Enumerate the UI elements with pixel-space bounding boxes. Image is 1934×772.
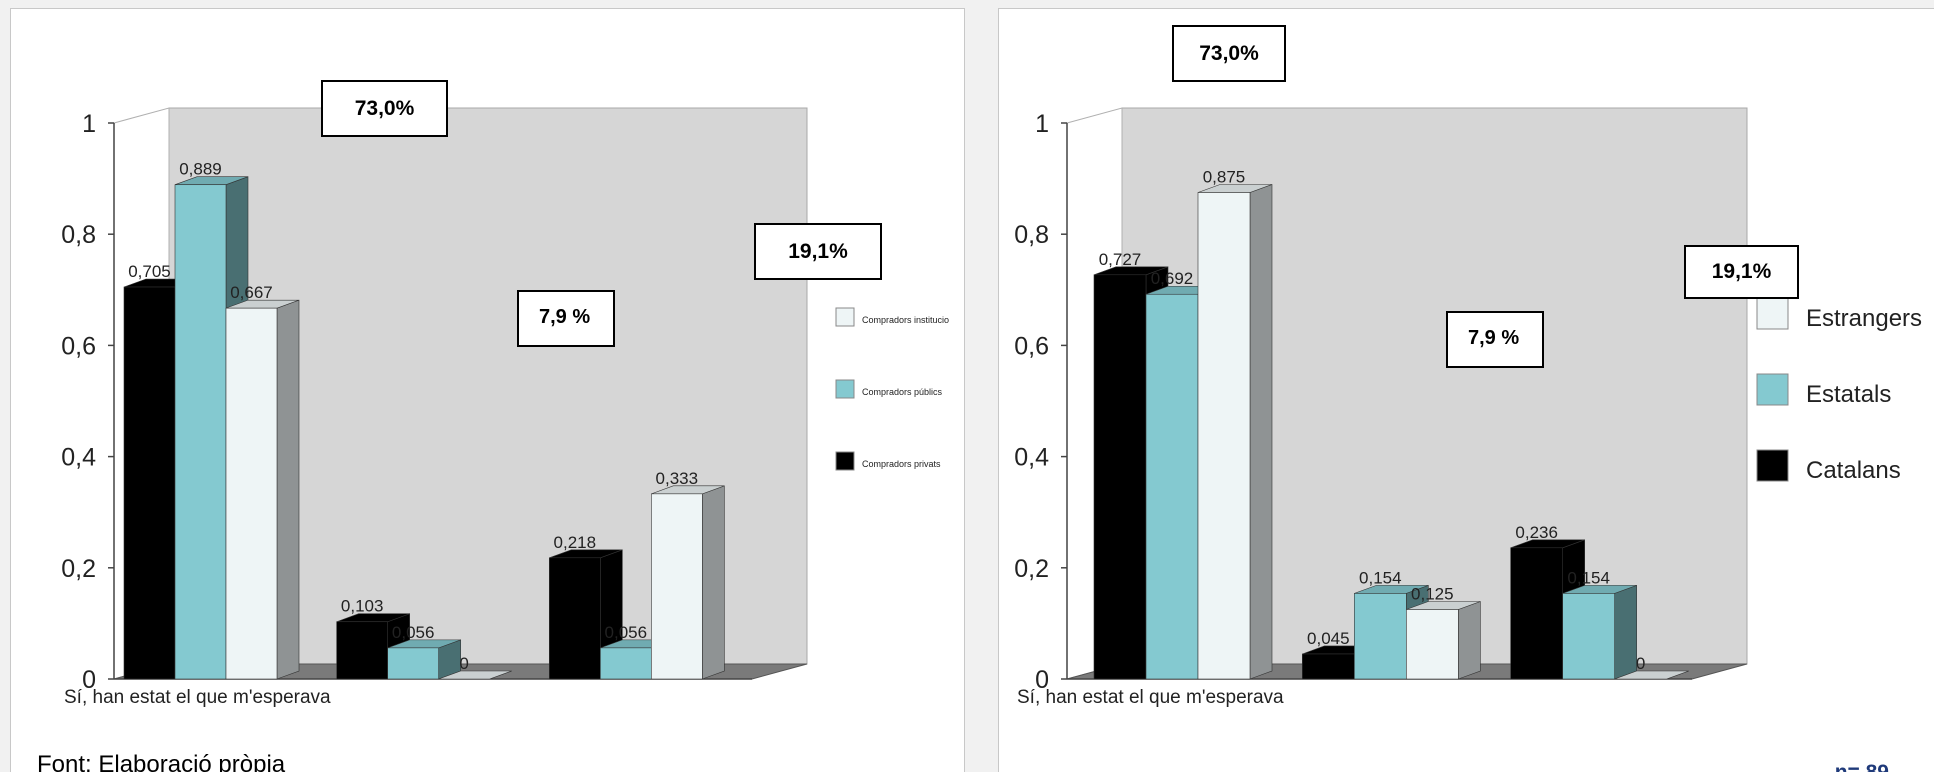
y-tick-label: 0,2	[61, 555, 96, 583]
bar-estatals	[1145, 293, 1199, 680]
y-tick-label: 1	[82, 110, 96, 138]
data-label: 0,333	[656, 469, 699, 488]
x-category-label: Sí, han estat el que m'esperava	[64, 687, 331, 708]
legend-label: Compradors privats	[862, 459, 941, 469]
callout-19-left: 19,1%	[754, 223, 882, 280]
y-tick-label: 0,8	[61, 221, 96, 249]
bar-compradors-p-blics	[600, 647, 652, 680]
legend-swatch	[835, 307, 855, 327]
bar-estrangers	[1406, 609, 1459, 680]
bar-catalans	[1510, 547, 1563, 680]
data-label: 0,875	[1203, 168, 1246, 187]
callout-7-right: 7,9 %	[1446, 311, 1544, 368]
right-bar-chart: 0 0,2 0,4 0,6 0,8 1 0,727 0,692 0,875 Sí, han est…	[1014, 107, 1922, 708]
bar-side-estrangers	[1249, 184, 1273, 680]
data-label: 0,056	[392, 623, 435, 642]
bar-side-estatals	[1614, 584, 1637, 680]
legend-swatch	[835, 379, 855, 399]
sample-size: n= 89	[1835, 761, 1889, 772]
data-label: 0,667	[230, 283, 273, 302]
callout-73-right: 73,0%	[1172, 25, 1286, 82]
legend-label: Compradors institucio	[862, 315, 949, 325]
data-label: 0	[459, 654, 468, 673]
bar-side-estrangers	[1458, 601, 1481, 680]
y-tick-label: 0	[82, 666, 96, 694]
bar-top-estrangers	[1614, 670, 1689, 680]
callout-19-right: 19,1%	[1684, 245, 1799, 299]
y-tick-label: 0,4	[1014, 444, 1049, 472]
data-label: 0,727	[1099, 250, 1142, 269]
source-note: Font: Elaboració pròpia	[37, 751, 286, 772]
x-category-label: Sí, han estat el que m'esperava	[1017, 687, 1284, 708]
bar-compradors-privats	[123, 286, 176, 680]
legend-swatch	[1756, 373, 1789, 406]
callout-73-left: 73,0%	[321, 80, 448, 137]
bar-side-compradors-institucio	[276, 299, 300, 680]
bar-catalans	[1302, 653, 1355, 680]
legend-label: Catalans	[1806, 457, 1901, 484]
bar-compradors-privats	[549, 557, 601, 680]
y-tick-label: 0	[1035, 666, 1049, 694]
data-label: 0,125	[1411, 585, 1454, 604]
bar-catalans	[1093, 274, 1147, 680]
data-label: 0	[1636, 654, 1645, 673]
data-label: 0,236	[1515, 523, 1558, 542]
bar-compradors-p-blics	[387, 647, 439, 680]
left-chart-panel: 0 0,2 0,4 0,6 0,8 1 0,705 0,889 0,667 Sí, han est…	[10, 8, 965, 772]
y-tick-label: 0,8	[1014, 221, 1049, 249]
legend-label: Estrangers	[1806, 305, 1922, 332]
legend-swatch	[835, 451, 855, 471]
data-label: 0,154	[1359, 568, 1402, 587]
data-label: 0,056	[605, 623, 648, 642]
bar-compradors-institucio	[225, 307, 278, 680]
y-tick-label: 0,6	[1014, 332, 1049, 360]
y-tick-label: 1	[1035, 110, 1049, 138]
data-label: 0,154	[1567, 568, 1610, 587]
bar-top-compradors-institucio	[438, 670, 512, 680]
bar-compradors-privats	[336, 621, 388, 680]
data-label: 0,218	[554, 533, 597, 552]
bar-side-compradors-institucio	[702, 485, 725, 680]
bar-estatals	[1562, 593, 1615, 680]
y-tick-label: 0,2	[1014, 555, 1049, 583]
data-label: 0,705	[128, 262, 171, 281]
y-tick-label: 0,6	[61, 332, 96, 360]
data-label: 0,889	[179, 160, 222, 179]
bar-estatals	[1354, 593, 1407, 680]
legend-swatch	[1756, 297, 1789, 330]
data-label: 0,692	[1151, 269, 1194, 288]
callout-7-left: 7,9 %	[517, 290, 615, 347]
right-chart-panel: 0 0,2 0,4 0,6 0,8 1 0,727 0,692 0,875 Sí, han est…	[998, 8, 1934, 772]
left-bar-chart: 0 0,2 0,4 0,6 0,8 1 0,705 0,889 0,667 Sí, han est…	[61, 107, 949, 708]
legend-swatch	[1756, 449, 1789, 482]
bar-compradors-institucio	[651, 493, 703, 680]
bar-estrangers	[1197, 192, 1251, 680]
y-tick-label: 0,4	[61, 444, 96, 472]
bar-compradors-p-blics	[174, 184, 227, 680]
data-label: 0,103	[341, 597, 384, 616]
legend-label: Compradors públics	[862, 387, 943, 397]
data-label: 0,045	[1307, 629, 1350, 648]
legend-label: Estatals	[1806, 381, 1891, 408]
